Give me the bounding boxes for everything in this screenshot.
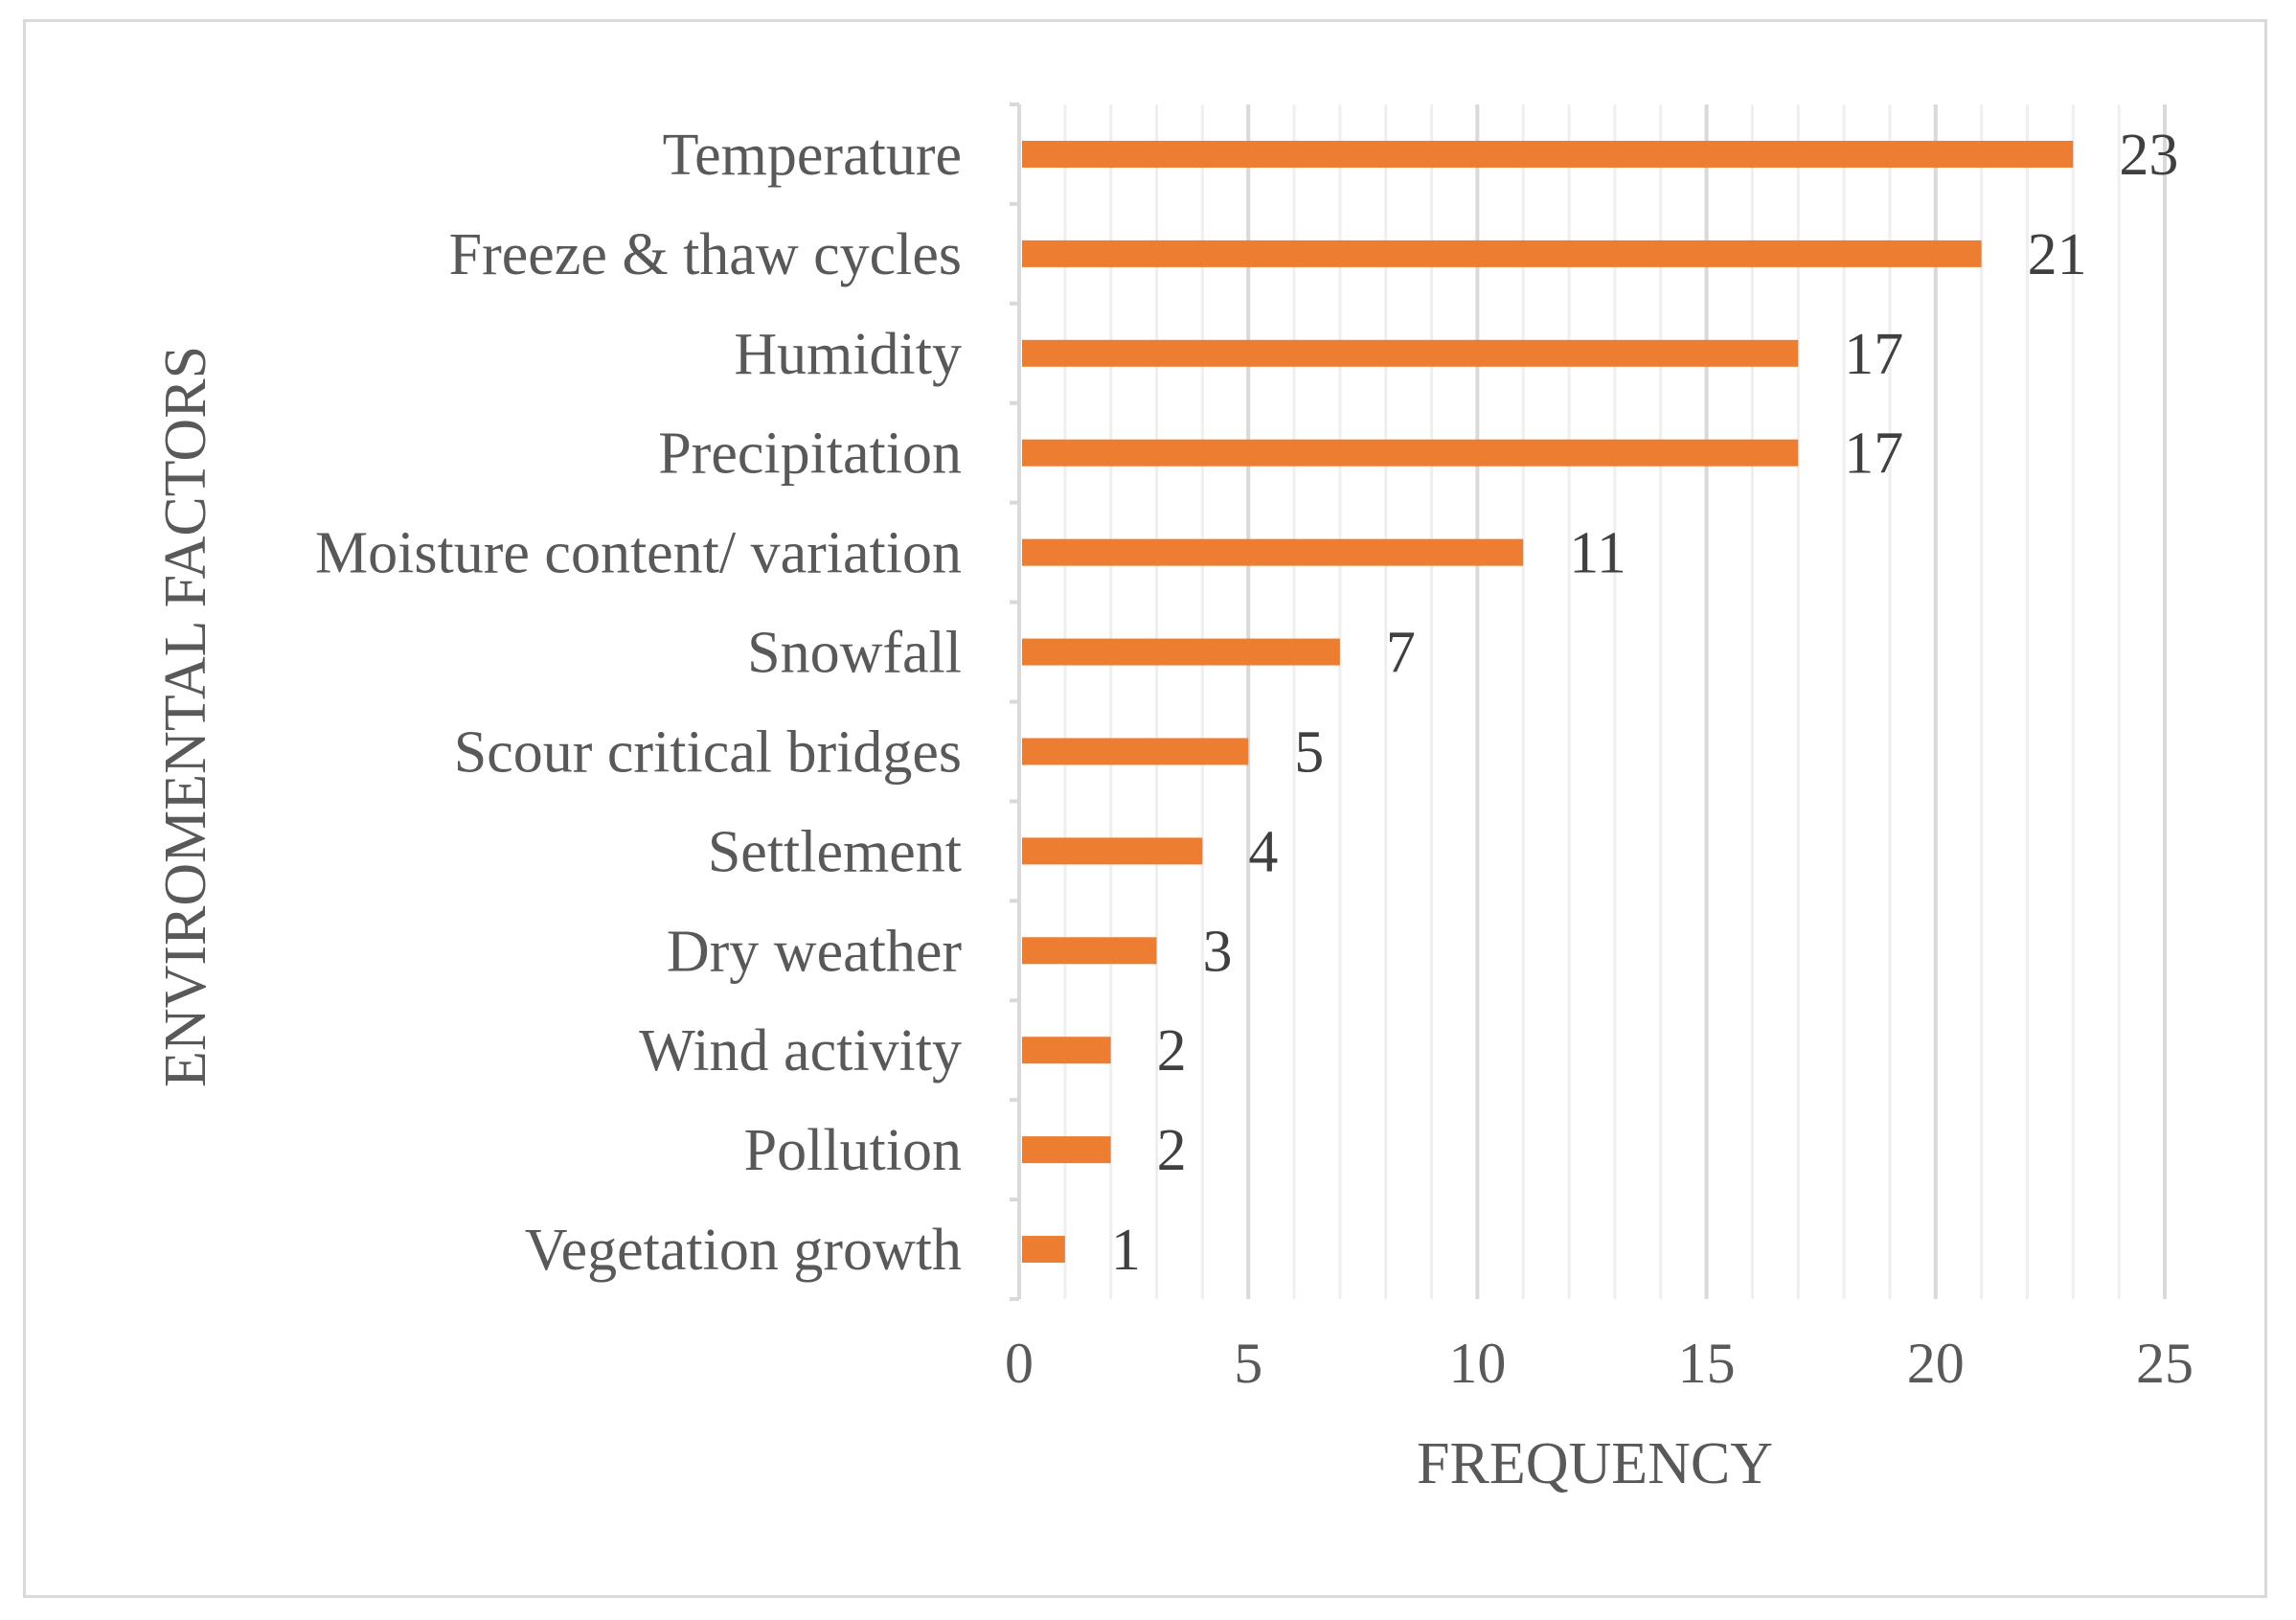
category-label: Pollution [744,1118,962,1183]
category-label: Moisture content/ variation [315,521,962,586]
y-axis [1010,103,1021,1301]
bar [1022,339,1799,367]
data-label: 17 [1844,422,1903,487]
bar [1022,240,1982,267]
category-label: Snowfall [747,621,962,686]
x-tick-label: 15 [1678,1332,1736,1395]
x-tick-label: 25 [2136,1332,2194,1395]
bar [1022,638,1340,666]
y-axis-title: ENVIROMENTAL FACTORS [153,346,218,1087]
data-label: 2 [1157,1018,1187,1084]
x-tick-label: 20 [1907,1332,1965,1395]
bar [1022,837,1203,865]
bar [1022,738,1249,765]
bar [1022,1236,1065,1264]
bar [1022,1037,1111,1064]
category-label: Freeze & thaw cycles [449,222,962,287]
gridlines [1063,104,2167,1299]
bar [1022,439,1799,467]
data-label: 17 [1844,322,1903,387]
chart-frame: Temperature 23 Freeze & thaw cycles 21 Humid… [23,19,2267,1598]
category-label: Vegetation growth [525,1218,962,1283]
bar [1022,538,1524,566]
category-label: Settlement [708,819,962,884]
data-label: 5 [1294,719,1324,785]
bar [1022,937,1157,965]
data-label: 2 [1157,1118,1187,1183]
bar [1022,1136,1111,1164]
data-label: 23 [2119,123,2178,188]
bars [1022,140,2074,1264]
category-label: Temperature [663,123,962,188]
x-tick-label: 0 [1005,1332,1034,1395]
data-label: 7 [1386,621,1416,686]
data-label: 11 [1569,521,1626,586]
category-label: Scour critical bridges [454,719,962,785]
data-label: 4 [1248,819,1278,884]
data-label: 1 [1111,1218,1141,1283]
bar [1022,140,2074,168]
category-label: Wind activity [639,1018,962,1084]
category-label: Humidity [734,322,962,387]
x-axis-title: FREQUENCY [1417,1431,1773,1496]
x-tick-label: 10 [1448,1332,1506,1395]
x-tick-label: 5 [1234,1332,1262,1395]
data-label: 21 [2028,222,2087,287]
data-label: 3 [1203,919,1233,984]
category-label: Dry weather [667,919,962,984]
category-label: Precipitation [658,422,962,487]
